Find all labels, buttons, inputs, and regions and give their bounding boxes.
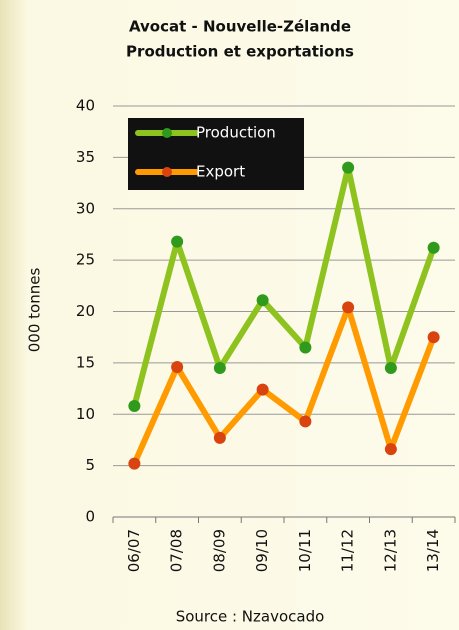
data-point [342, 161, 355, 174]
legend-label: Export [196, 163, 245, 181]
data-point [213, 362, 226, 375]
y-tick-label: 35 [76, 148, 95, 166]
y-tick-label: 20 [76, 302, 95, 320]
legend-swatch-marker [162, 128, 172, 138]
x-tick-label: 10/11 [296, 529, 314, 572]
y-tick-label: 40 [76, 97, 95, 115]
y-tick-label: 5 [85, 456, 95, 474]
chart-title: Avocat - Nouvelle-Zélande [129, 18, 351, 36]
series-line [131, 164, 437, 407]
x-tick-label: 09/10 [253, 529, 271, 572]
chart-subtitle: Production et exportations [126, 43, 354, 61]
data-point [384, 362, 397, 375]
data-point [128, 457, 141, 470]
data-point [256, 294, 269, 307]
source: Source : Nzavocado [176, 608, 325, 626]
x-tick-label: 07/08 [168, 529, 186, 572]
data-point [427, 241, 440, 254]
x-tick-label: 11/12 [339, 529, 357, 572]
data-point [128, 400, 141, 413]
x-tick-label: 08/09 [210, 529, 228, 572]
data-point [171, 360, 184, 373]
data-point [171, 235, 184, 248]
y-tick-label: 30 [76, 199, 95, 217]
x-tick-label: 06/07 [125, 529, 143, 572]
x-tick-label: 13/14 [424, 529, 442, 572]
legend-label: Production [196, 124, 276, 142]
x-tick-label: 12/13 [381, 529, 399, 572]
y-tick-label: 0 [85, 508, 95, 526]
data-point [256, 383, 269, 396]
y-axis-label: 000 tonnes [26, 268, 44, 353]
data-point [299, 415, 312, 428]
data-point [213, 431, 226, 444]
y-tick-label: 15 [76, 353, 95, 371]
data-point [427, 331, 440, 344]
data-point [299, 341, 312, 354]
y-tick-label: 10 [76, 405, 95, 423]
y-tick-label: 25 [76, 251, 95, 269]
data-point [342, 301, 355, 314]
legend-swatch-marker [162, 167, 172, 177]
data-point [384, 443, 397, 456]
series-line [131, 304, 437, 465]
